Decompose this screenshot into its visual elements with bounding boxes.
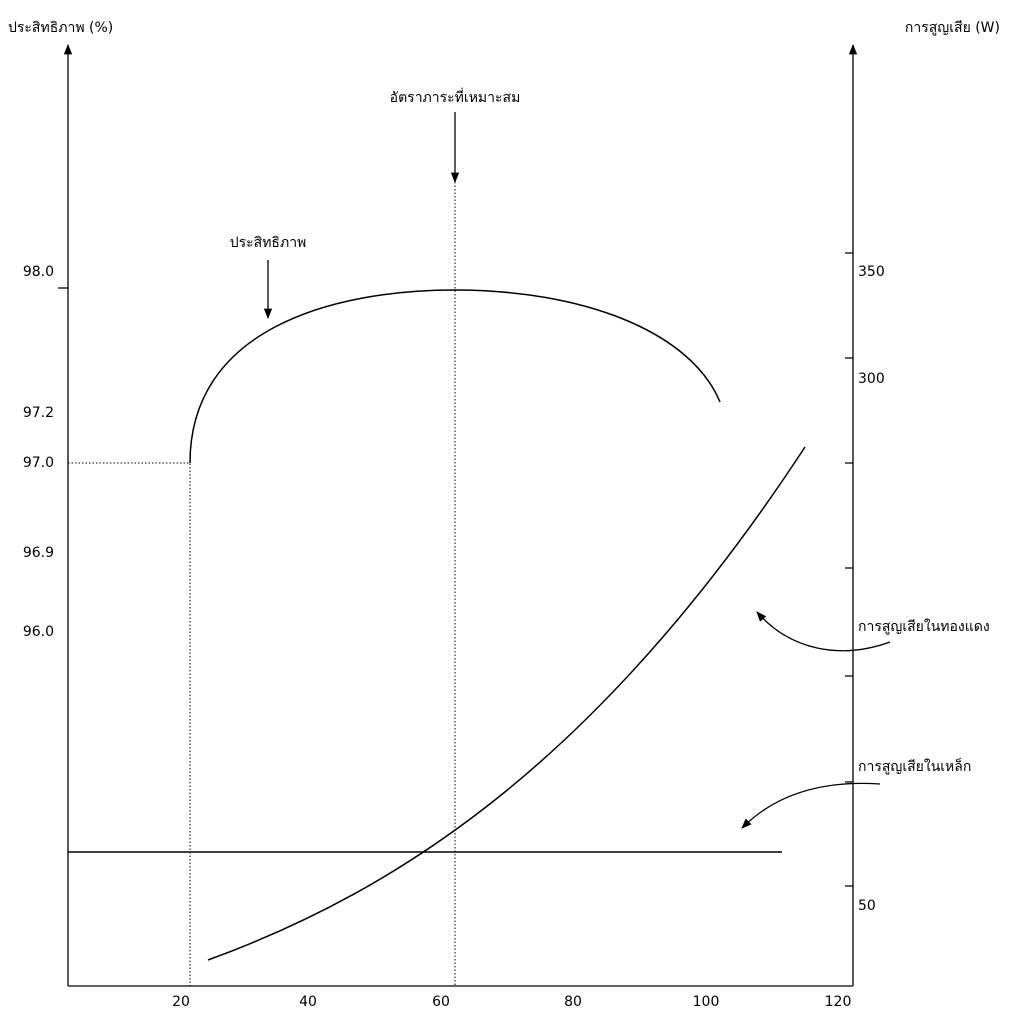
y2-tick-label: 50 — [858, 898, 876, 914]
x-tick-label: 120 — [825, 994, 852, 1010]
y2-tick-label: 350 — [858, 264, 885, 280]
x-tick-label: 60 — [432, 994, 450, 1010]
y-tick-label: 96.9 — [23, 545, 54, 561]
x-tick-label: 40 — [299, 994, 317, 1010]
y2-tick-label: 300 — [858, 371, 885, 387]
right-ticks — [845, 253, 853, 886]
x-tick-label: 100 — [693, 994, 720, 1010]
guide-line — [68, 463, 190, 986]
annotation: การสูญเสียในเหล็ก — [858, 757, 971, 775]
annotation: อัตราภาระที่เหมาะสม — [390, 88, 521, 106]
arrow — [742, 783, 880, 828]
annotation: ประสิทธิภาพ — [230, 235, 307, 251]
x-tick-label: 20 — [172, 994, 190, 1010]
annotation: การสูญเสียในทองแดง — [858, 618, 990, 635]
y-tick-label: 98.0 — [23, 264, 54, 280]
left-axis-title: ประสิทธิภาพ (%) — [8, 20, 113, 36]
y-tick-label: 96.0 — [23, 624, 54, 640]
x-tick-label: 80 — [564, 994, 582, 1010]
copper-loss-curve — [208, 447, 805, 960]
right-axis-title: การสูญเสีย (W) — [905, 20, 1000, 36]
chart: ประสิทธิภาพ (%) การสูญเสีย (W) 98.0 97.2 9… — [0, 0, 1015, 1021]
y-tick-label: 97.0 — [23, 455, 54, 471]
y-tick-label: 97.2 — [23, 405, 54, 421]
